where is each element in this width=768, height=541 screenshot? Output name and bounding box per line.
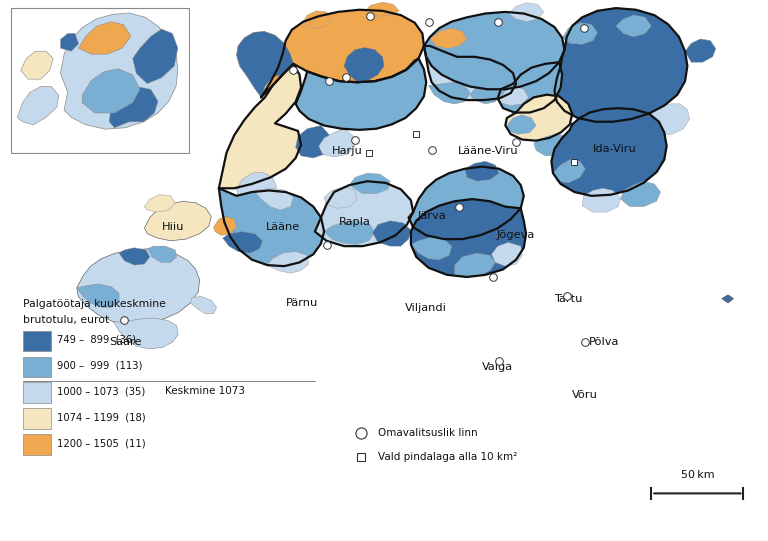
- Polygon shape: [147, 246, 177, 262]
- Polygon shape: [430, 28, 467, 49]
- Text: 900 –  999  (113): 900 – 999 (113): [57, 361, 142, 371]
- Polygon shape: [296, 126, 332, 158]
- Polygon shape: [476, 219, 508, 241]
- Text: 50 km: 50 km: [680, 470, 714, 480]
- Polygon shape: [21, 51, 53, 79]
- Polygon shape: [61, 13, 178, 129]
- FancyBboxPatch shape: [23, 408, 51, 429]
- Polygon shape: [411, 237, 452, 260]
- Polygon shape: [498, 62, 562, 113]
- Polygon shape: [534, 134, 572, 156]
- Polygon shape: [455, 253, 495, 277]
- Text: Tartu: Tartu: [554, 294, 582, 304]
- Polygon shape: [144, 201, 211, 241]
- Polygon shape: [324, 187, 357, 208]
- Polygon shape: [82, 69, 140, 113]
- Text: 1074 – 1199  (18): 1074 – 1199 (18): [57, 413, 145, 423]
- FancyBboxPatch shape: [23, 382, 51, 403]
- Polygon shape: [621, 181, 660, 207]
- Text: Omavalitsuslik linn: Omavalitsuslik linn: [378, 428, 478, 438]
- Text: 749 –  899  (36): 749 – 899 (36): [57, 335, 136, 345]
- Polygon shape: [530, 98, 561, 119]
- Polygon shape: [237, 31, 293, 97]
- Polygon shape: [267, 252, 309, 273]
- Polygon shape: [447, 225, 478, 242]
- Polygon shape: [114, 318, 178, 349]
- Polygon shape: [424, 12, 564, 89]
- Polygon shape: [219, 64, 301, 188]
- Polygon shape: [237, 172, 276, 201]
- Text: Järva: Järva: [417, 212, 446, 221]
- Text: Hiiu: Hiiu: [161, 222, 184, 232]
- Polygon shape: [505, 95, 572, 141]
- Text: Lääne-Viru: Lääne-Viru: [458, 147, 518, 156]
- Polygon shape: [685, 39, 716, 62]
- FancyBboxPatch shape: [23, 434, 51, 455]
- Text: Võru: Võru: [572, 390, 598, 400]
- Polygon shape: [133, 29, 178, 83]
- Polygon shape: [616, 15, 651, 37]
- FancyBboxPatch shape: [23, 331, 51, 351]
- Polygon shape: [109, 87, 158, 128]
- Polygon shape: [61, 34, 78, 51]
- Polygon shape: [223, 232, 263, 253]
- Polygon shape: [349, 173, 390, 194]
- Text: Ida-Viru: Ida-Viru: [593, 144, 636, 154]
- Polygon shape: [507, 115, 536, 134]
- Polygon shape: [261, 10, 424, 97]
- Polygon shape: [641, 104, 690, 135]
- Text: Põlva: Põlva: [588, 337, 619, 347]
- Text: Saare: Saare: [109, 337, 141, 347]
- Text: Harju: Harju: [332, 147, 362, 156]
- Polygon shape: [411, 217, 445, 237]
- Polygon shape: [214, 216, 237, 235]
- Text: Pärnu: Pärnu: [286, 298, 318, 308]
- Text: 1000 – 1073  (35): 1000 – 1073 (35): [57, 387, 145, 397]
- Polygon shape: [319, 129, 355, 157]
- Text: Vald pindalaga alla 10 km²: Vald pindalaga alla 10 km²: [378, 452, 517, 462]
- Polygon shape: [492, 242, 522, 266]
- Polygon shape: [344, 48, 384, 82]
- Text: Palgatöötaja kuukeskmine: Palgatöötaja kuukeskmine: [23, 300, 166, 309]
- Polygon shape: [562, 23, 598, 44]
- Polygon shape: [411, 199, 526, 277]
- Text: 1200 – 1505  (11): 1200 – 1505 (11): [57, 439, 145, 448]
- Polygon shape: [424, 46, 516, 100]
- Polygon shape: [253, 188, 293, 210]
- Polygon shape: [219, 188, 324, 266]
- Polygon shape: [465, 161, 499, 181]
- Polygon shape: [551, 108, 667, 196]
- Polygon shape: [17, 87, 58, 125]
- Polygon shape: [582, 188, 621, 212]
- Polygon shape: [429, 82, 470, 104]
- Polygon shape: [190, 296, 217, 314]
- Polygon shape: [722, 295, 733, 303]
- Polygon shape: [409, 167, 524, 239]
- Polygon shape: [77, 249, 200, 325]
- Polygon shape: [372, 221, 411, 246]
- Polygon shape: [324, 221, 375, 245]
- Polygon shape: [554, 8, 687, 122]
- Text: Lääne: Lääne: [266, 222, 300, 232]
- Polygon shape: [77, 284, 119, 307]
- Polygon shape: [119, 248, 150, 265]
- Polygon shape: [470, 85, 501, 104]
- Polygon shape: [144, 195, 175, 212]
- Polygon shape: [78, 22, 131, 54]
- FancyBboxPatch shape: [23, 357, 51, 377]
- Polygon shape: [296, 58, 426, 130]
- Text: Valga: Valga: [482, 362, 513, 372]
- Text: Viljandi: Viljandi: [406, 304, 447, 313]
- Polygon shape: [365, 2, 399, 16]
- Polygon shape: [499, 87, 528, 105]
- Text: Rapla: Rapla: [339, 217, 371, 227]
- Text: brutotulu, eurot: brutotulu, eurot: [23, 315, 109, 325]
- Polygon shape: [553, 160, 585, 183]
- Polygon shape: [303, 11, 332, 28]
- Text: Jõgeva: Jõgeva: [497, 230, 535, 240]
- Polygon shape: [508, 3, 544, 22]
- Text: Keskmine 1073: Keskmine 1073: [165, 386, 245, 395]
- Polygon shape: [315, 181, 413, 246]
